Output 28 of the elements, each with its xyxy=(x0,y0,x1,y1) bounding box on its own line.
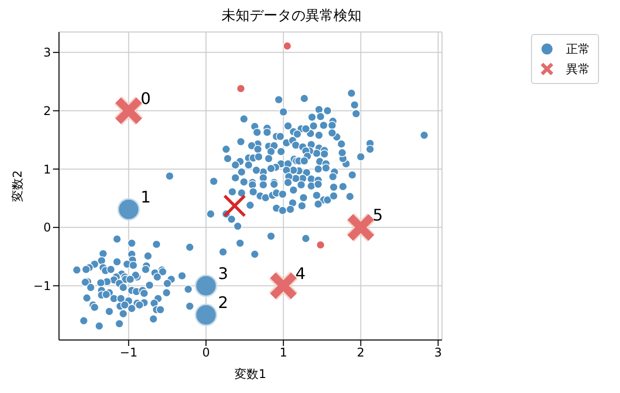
point xyxy=(223,194,246,218)
point xyxy=(316,240,325,250)
y-tick-label: 0 xyxy=(43,220,51,235)
x-axis-title: 変数1 xyxy=(234,367,266,381)
annotation: 4 xyxy=(295,264,306,283)
x-tick-label: 1 xyxy=(280,346,288,360)
y-tick-label: 2 xyxy=(43,104,51,118)
annotation: 5 xyxy=(372,205,383,224)
chart-title: 未知データの異常検知 xyxy=(220,7,362,25)
x-tick-label: 2 xyxy=(356,346,365,360)
annotation: 2 xyxy=(218,292,228,312)
annotation: 3 xyxy=(218,264,228,283)
x-tick-label: 3 xyxy=(434,346,442,360)
annotation: 1 xyxy=(140,187,151,206)
point xyxy=(236,84,246,93)
point xyxy=(117,198,140,221)
point xyxy=(194,304,218,326)
y-tick-label: 3 xyxy=(43,46,51,60)
y-tick-label: 1 xyxy=(43,162,51,176)
x-tick-label: 0 xyxy=(202,346,210,360)
annotation: 0 xyxy=(140,88,151,108)
y-tick-label: −1 xyxy=(33,279,51,294)
point xyxy=(282,42,292,50)
point xyxy=(194,274,218,297)
legend-label: 正常 xyxy=(566,40,590,58)
legend-label: 異常 xyxy=(566,60,590,78)
x-tick-label: −1 xyxy=(120,346,138,360)
y-axis-title: 変数2 xyxy=(10,170,24,202)
